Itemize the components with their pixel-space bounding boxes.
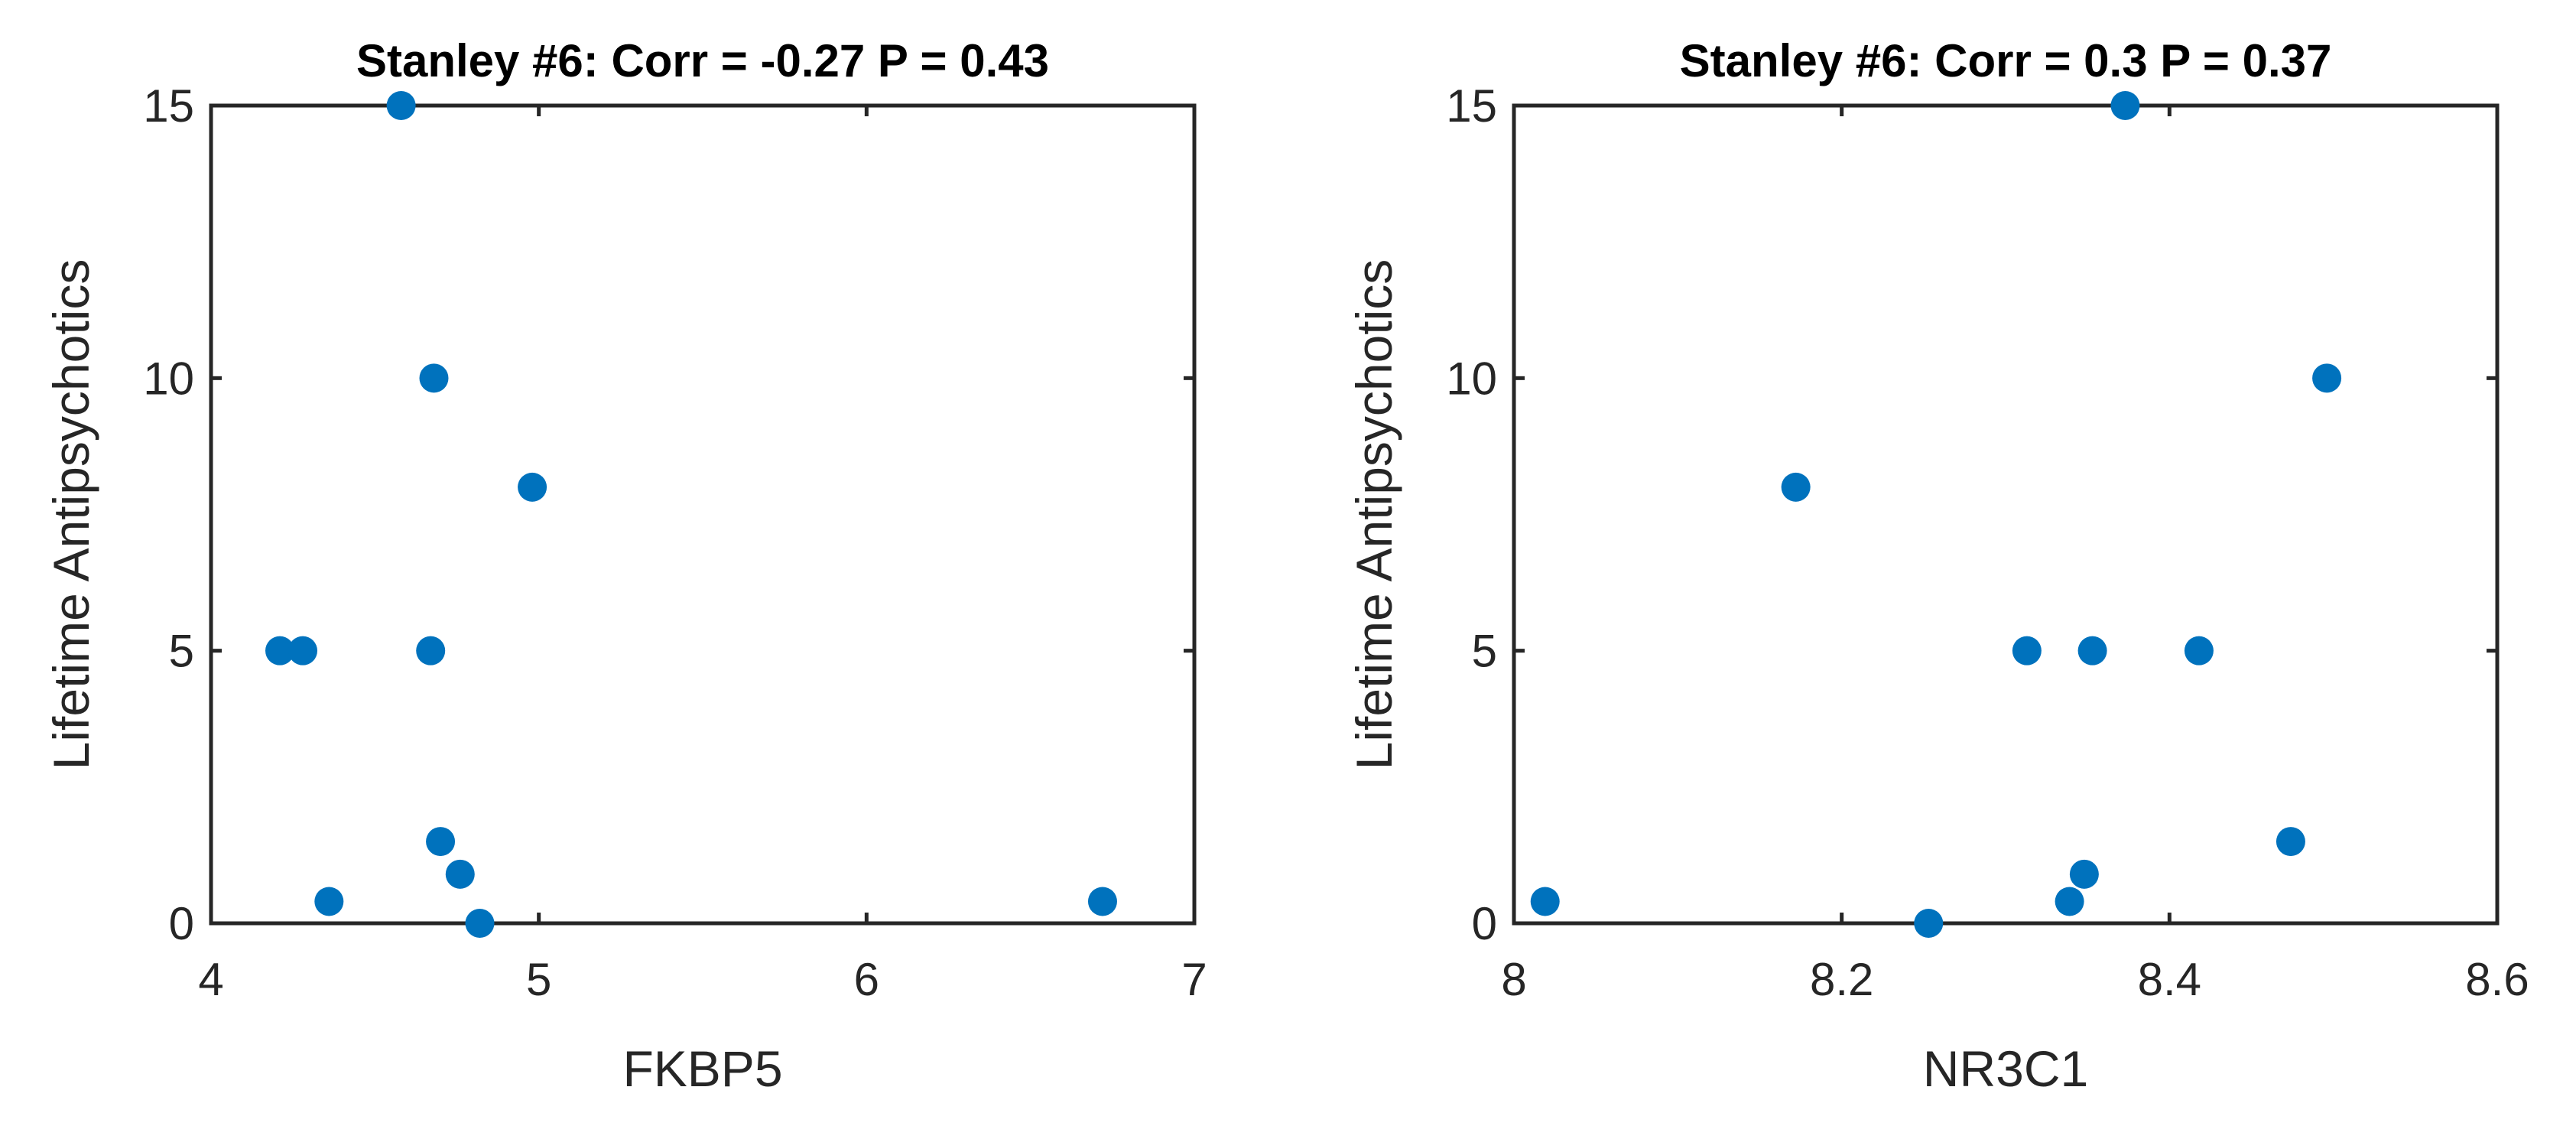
right-data-point xyxy=(1530,887,1560,916)
left-axes-frame xyxy=(209,103,1197,926)
right-y-tick-label: 5 xyxy=(1472,626,1497,677)
right-data-point xyxy=(1914,909,1944,938)
left-data-point xyxy=(288,636,318,666)
right-chart-title: Stanley #6: Corr = 0.3 P = 0.37 xyxy=(1680,35,2332,86)
right-y-tick-label: 15 xyxy=(1446,80,1497,132)
right-y-axis-label: Lifetime Antipsychotics xyxy=(1346,259,1402,770)
right-x-tick-label: 8 xyxy=(1501,954,1526,1005)
left-x-tick-label: 4 xyxy=(198,954,223,1005)
left-y-tick-label: 5 xyxy=(169,626,194,677)
right-data-point xyxy=(2055,887,2084,916)
left-data-point xyxy=(426,827,456,857)
right-y-tick-label: 10 xyxy=(1446,353,1497,404)
left-data-point xyxy=(265,636,295,666)
right-x-tick-label: 8.2 xyxy=(1810,954,1873,1005)
right-data-point xyxy=(2077,636,2107,666)
right-data-point xyxy=(2184,636,2214,666)
left-data-point xyxy=(314,887,344,916)
left-data-point xyxy=(465,909,495,938)
right-x-tick-label: 8.4 xyxy=(2138,954,2201,1005)
right-y-tick-label: 0 xyxy=(1472,898,1497,949)
right-data-point xyxy=(2276,827,2305,857)
left-data-point xyxy=(386,91,416,120)
left-x-tick-label: 6 xyxy=(854,954,879,1005)
left-data-point xyxy=(518,472,547,502)
left-data-point xyxy=(1087,887,1117,916)
right-data-point xyxy=(1781,472,1811,502)
right-x-tick-label: 8.6 xyxy=(2465,954,2529,1005)
left-chart-title: Stanley #6: Corr = -0.27 P = 0.43 xyxy=(356,35,1049,86)
right-data-point xyxy=(2069,859,2099,889)
left-y-axis-label: Lifetime Antipsychotics xyxy=(43,259,99,770)
right-x-axis-label: NR3C1 xyxy=(1923,1040,2088,1097)
left-scatter-plot: 4 5 6 7 0 5 10 15 Stanley #6: Corr = -0.27 P = 0… xyxy=(43,35,1207,1097)
left-data-point xyxy=(445,859,475,889)
right-axes-frame xyxy=(1512,103,2500,926)
right-scatter-plot: 8 8.2 8.4 8.6 0 5 10 15 Stanley #6: Corr = 0.3 P… xyxy=(1346,35,2529,1097)
left-y-tick-label: 0 xyxy=(169,898,194,949)
right-data-point xyxy=(2312,363,2342,393)
left-x-axis-label: FKBP5 xyxy=(622,1040,782,1097)
left-x-tick-label: 5 xyxy=(526,954,551,1005)
right-data-point xyxy=(2110,91,2140,120)
left-y-tick-label: 15 xyxy=(143,80,194,132)
left-y-tick-label: 10 xyxy=(143,353,194,404)
left-x-tick-label: 7 xyxy=(1181,954,1207,1005)
left-data-point xyxy=(419,363,449,393)
left-data-point xyxy=(416,636,446,666)
right-data-point xyxy=(2012,636,2042,666)
